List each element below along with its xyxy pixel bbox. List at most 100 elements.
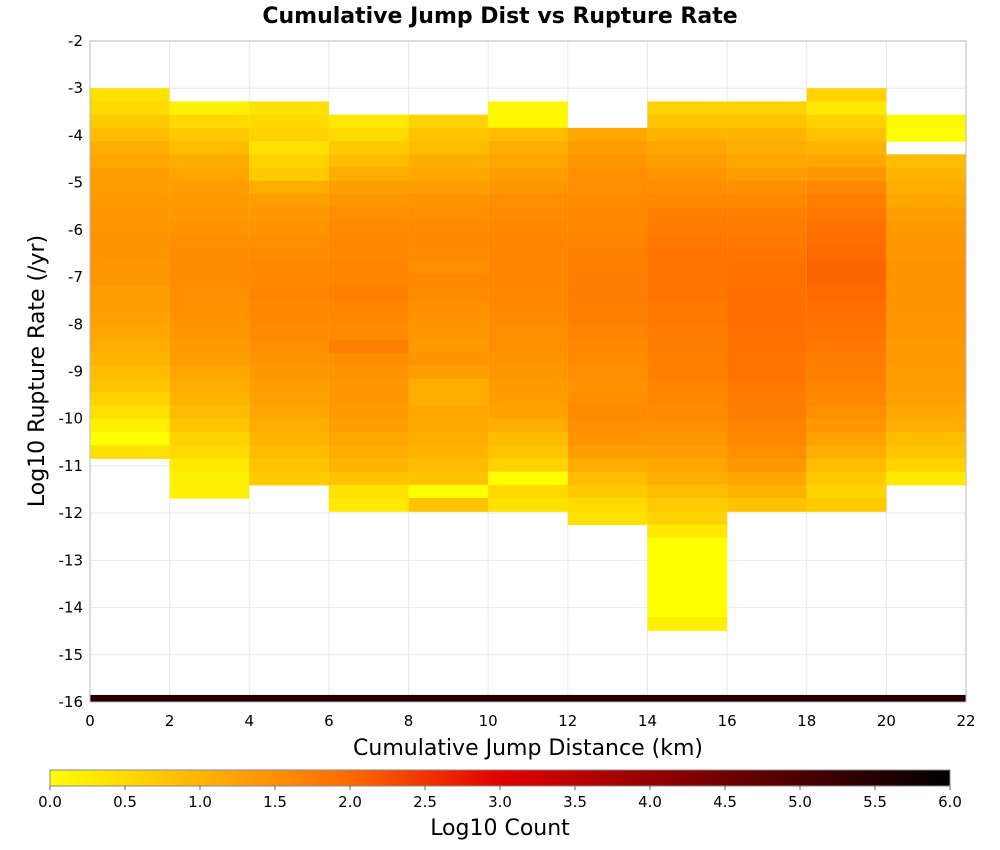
y-tick-label: -12 (59, 504, 84, 522)
heatmap-cell (647, 471, 728, 486)
heatmap-cell (488, 299, 568, 314)
heatmap-cell (169, 233, 250, 248)
heatmap-cell (328, 286, 409, 301)
heatmap-cell (727, 445, 807, 459)
heatmap-cell (328, 114, 409, 129)
heatmap-cell (408, 193, 489, 208)
heatmap-cell (169, 167, 250, 182)
heatmap-cell (806, 101, 887, 116)
heatmap-cell (249, 180, 329, 195)
heatmap-cell (328, 154, 409, 169)
x-tick-label: 6 (324, 712, 334, 730)
heatmap-cell (806, 193, 887, 208)
heatmap-cell (488, 260, 568, 274)
heatmap-cell (249, 154, 329, 169)
heatmap-cell (727, 154, 807, 169)
heatmap-cell (806, 141, 887, 155)
heatmap-cell (567, 458, 648, 473)
colorbar-tick-label: 0.5 (113, 793, 137, 811)
heatmap-cell (328, 458, 409, 473)
heatmap-cell (647, 484, 728, 499)
colorbar-tick-label: 2.0 (338, 793, 362, 811)
heatmap-cell (90, 141, 170, 155)
heatmap-cell (169, 365, 250, 380)
heatmap-cell (806, 365, 887, 380)
heatmap-cell (886, 352, 966, 367)
y-axis-label: Log10 Rupture Rate (/yr) (25, 235, 50, 507)
heatmap-cell (408, 154, 489, 169)
heatmap-cell (647, 392, 728, 407)
heatmap-cell (886, 207, 966, 222)
heatmap-cell (488, 392, 568, 407)
heatmap-cell (727, 326, 807, 340)
heatmap-cell (408, 458, 489, 473)
heatmap-cell (328, 273, 409, 288)
heatmap-cell (249, 326, 329, 340)
heatmap-cell (488, 431, 568, 446)
heatmap-cell (488, 326, 568, 340)
x-tick-label: 22 (956, 712, 975, 730)
heatmap-cell (408, 207, 489, 222)
heatmap-cell (249, 141, 329, 155)
heatmap-cell (886, 167, 966, 182)
heatmap-cell (488, 127, 568, 142)
heatmap-cell (567, 220, 648, 235)
colorbar-tick-label: 2.5 (413, 793, 437, 811)
heatmap-cell (328, 405, 409, 420)
heatmap-cell (249, 431, 329, 446)
heatmap-cell (727, 180, 807, 195)
heatmap-cell (647, 180, 728, 195)
heatmap-cell (567, 365, 648, 380)
colorbar (49, 769, 951, 787)
heatmap-cell (806, 167, 887, 182)
heatmap-cell (567, 379, 648, 393)
heatmap-cell (249, 471, 329, 486)
heatmap-cell (328, 220, 409, 235)
x-tick-label: 12 (558, 712, 577, 730)
chart-title: Cumulative Jump Dist vs Rupture Rate (262, 4, 737, 29)
heatmap-cell (169, 141, 250, 155)
heatmap-cell (169, 101, 250, 116)
colorbar-tick-label: 5.0 (788, 793, 812, 811)
heatmap-cell (647, 445, 728, 459)
heatmap-cell (727, 141, 807, 155)
heatmap-cell (806, 405, 887, 420)
heatmap-cell (169, 273, 250, 288)
heatmap-cell (806, 471, 887, 486)
heatmap-cell (408, 114, 489, 129)
heatmap-cell (169, 207, 250, 222)
heatmap-cell (567, 511, 648, 526)
heatmap-cell (647, 617, 728, 631)
heatmap-cell (886, 339, 966, 354)
heatmap-cell (408, 392, 489, 407)
heatmap-cell (488, 141, 568, 155)
heatmap-cell (567, 207, 648, 222)
heatmap-cell (727, 418, 807, 433)
heatmap-cell (169, 180, 250, 195)
heatmap-cell (806, 299, 887, 314)
heatmap-cell (328, 167, 409, 182)
heatmap-cell (90, 88, 170, 103)
heatmap-cell (886, 220, 966, 235)
heatmap-cell (328, 498, 409, 512)
heatmap-cell (249, 405, 329, 420)
heatmap-cell (90, 220, 170, 235)
heatmap-cell (328, 326, 409, 340)
heatmap-cell (328, 352, 409, 367)
y-tick-label: -11 (59, 457, 84, 475)
heatmap-cell (727, 339, 807, 354)
y-tick-label: -6 (68, 221, 83, 239)
heatmap-cell (249, 379, 329, 393)
heatmap-cell (90, 101, 170, 116)
heatmap-cell (806, 445, 887, 459)
heatmap-cell (328, 299, 409, 314)
heatmap-cell (328, 484, 409, 499)
colorbar-tick-label: 1.0 (188, 793, 212, 811)
heatmap-cell (169, 193, 250, 208)
heatmap-cells (90, 88, 966, 702)
heatmap-cell (647, 207, 728, 222)
heatmap-cell (647, 273, 728, 288)
heatmap-cell (647, 299, 728, 314)
heatmap-cell (328, 127, 409, 142)
heatmap-cell (169, 312, 250, 327)
